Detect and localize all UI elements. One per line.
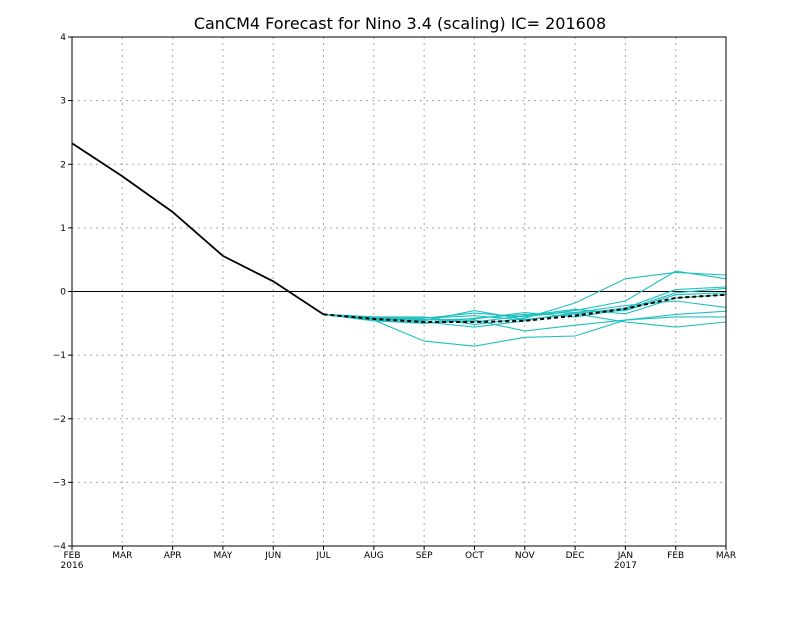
y-tick-label: −4 (53, 542, 67, 552)
ensemble-member-line (323, 310, 727, 347)
ensemble-member-line (323, 292, 727, 328)
y-tick-label: 2 (60, 160, 66, 170)
x-tick-label: JUN (264, 551, 281, 561)
y-tick-label: 0 (60, 288, 66, 298)
x-tick-label: APR (164, 551, 182, 561)
y-tick-label: 1 (60, 224, 66, 234)
y-tick-label: 4 (60, 33, 66, 43)
x-year-label: 2017 (614, 561, 637, 571)
x-tick-label: MAR (112, 551, 132, 561)
observed-group (71, 142, 324, 316)
ensemble-member-line (323, 287, 727, 321)
grid-lines (72, 37, 726, 546)
ensemble-mean-line (323, 293, 727, 323)
y-tick-label: 3 (60, 97, 66, 107)
chart-title: CanCM4 Forecast for Nino 3.4 (scaling) I… (194, 14, 606, 33)
y-tick-label: −3 (53, 478, 66, 488)
x-tick-label: NOV (515, 551, 536, 561)
x-tick-label: DEC (566, 551, 585, 561)
x-tick-label: AUG (364, 551, 384, 561)
x-tick-label: FEB (63, 551, 80, 561)
ensemble-member-line (323, 271, 727, 326)
x-year-label: 2016 (61, 561, 84, 571)
ensemble-mean-group (323, 293, 727, 323)
y-tick-label: −2 (53, 415, 66, 425)
x-axis: FEB MAR APR MAY JUN JUL AUG SEP OCT NOV DEC JAN FEB M… (61, 546, 736, 571)
x-tick-label: FEB (667, 551, 684, 561)
ensemble-members (323, 270, 727, 347)
x-tick-label: JUL (315, 551, 330, 561)
x-tick-label: SEP (416, 551, 433, 561)
observed-line (71, 142, 324, 316)
y-tick-label: −1 (53, 351, 66, 361)
ensemble-member-line (323, 310, 727, 328)
ensemble-member-line (323, 294, 727, 323)
x-tick-label: MAR (716, 551, 736, 561)
y-axis: 4 3 2 1 0 −1 −2 −3 −4 (53, 33, 72, 552)
x-tick-label: JAN (617, 551, 633, 561)
x-tick-label: OCT (465, 551, 484, 561)
x-tick-label: MAY (214, 551, 233, 561)
